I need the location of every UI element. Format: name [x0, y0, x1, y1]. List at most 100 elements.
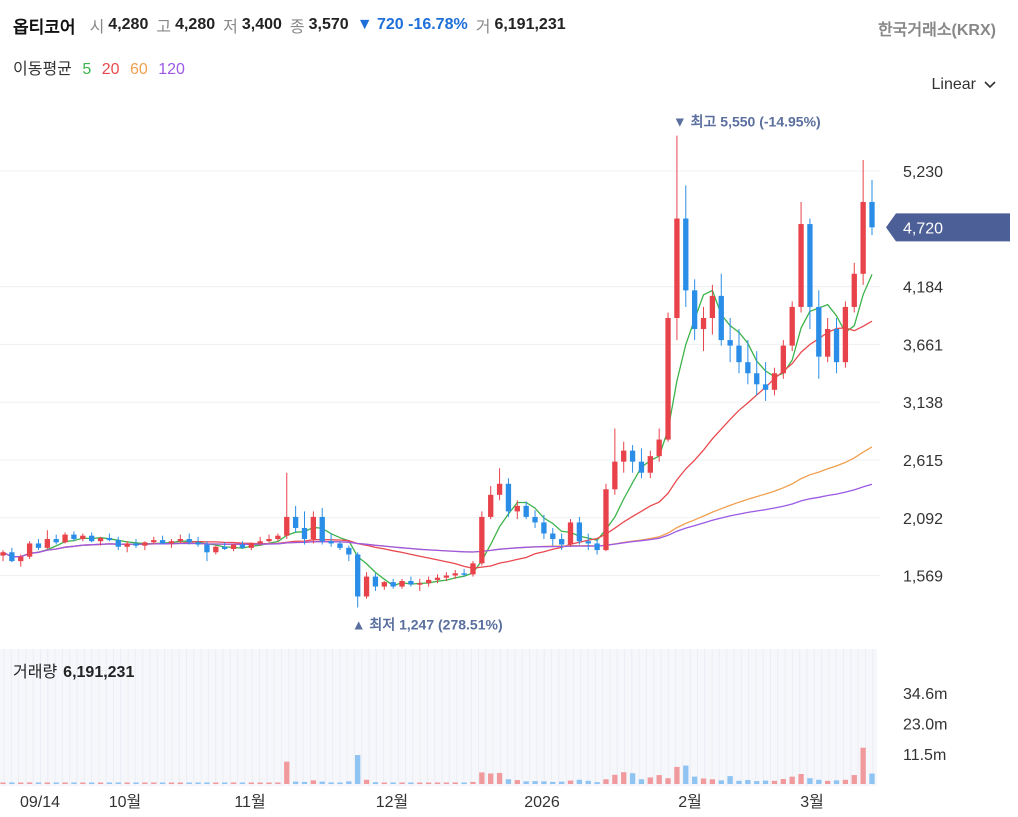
volume-bar: [44, 782, 50, 784]
scale-value: Linear: [931, 76, 976, 93]
volume-label: 거: [475, 19, 491, 36]
candle: [425, 576, 432, 587]
candle: [230, 543, 237, 552]
current-price-label: 4,720: [903, 220, 943, 237]
candle: [762, 362, 769, 401]
candle: [514, 500, 520, 520]
volume-header-value: 6,191,231: [63, 664, 135, 681]
candle: [124, 541, 130, 553]
volume-bar: [594, 782, 600, 784]
candle: [328, 533, 334, 547]
volume-bar: [558, 781, 565, 784]
candle: [0, 550, 6, 562]
volume-bar: [736, 780, 742, 784]
volume-bar: [213, 782, 219, 784]
volume-bar: [195, 782, 201, 784]
current-price-tag: 4,720: [886, 213, 1010, 242]
volume-bar: [151, 782, 157, 784]
candlestick-series: [0, 135, 875, 608]
candle: [709, 284, 716, 335]
volume-bar: [204, 782, 210, 784]
candle: [461, 568, 467, 577]
volume-bar: [461, 782, 467, 784]
volume-bar: [417, 782, 423, 784]
price-axis: 5,230 4,184 3,661 3,138 2,615 2,092 1,569: [903, 164, 943, 586]
volume-bar: [665, 778, 671, 784]
candle: [177, 534, 184, 544]
candle: [629, 445, 636, 473]
moving-average-label: 이동평균: [13, 61, 72, 78]
scale-dropdown[interactable]: Linear: [932, 76, 996, 94]
candle: [488, 485, 494, 520]
candle: [71, 531, 77, 542]
volume-bar: [629, 773, 636, 784]
candle: [301, 511, 308, 545]
ma-120-line: [2, 483, 873, 558]
volume-bar: [789, 776, 795, 784]
candle: [159, 535, 166, 545]
moving-average-legend: 이동평균 5 20 60 120: [13, 55, 185, 79]
volume-bar: [452, 782, 458, 784]
change-value: ▼ 720 -16.78%: [356, 16, 468, 33]
time-tick-label: 09/14: [20, 794, 60, 811]
candle: [266, 534, 272, 543]
candle: [292, 505, 299, 533]
candle: [718, 273, 724, 346]
volume-bar: [833, 780, 840, 784]
candle: [248, 542, 254, 551]
volume-bar: [284, 761, 290, 784]
candle: [53, 534, 59, 545]
ma-5-label[interactable]: 5: [82, 61, 92, 78]
volume-bar: [762, 780, 769, 784]
ma-20-label[interactable]: 20: [101, 61, 120, 78]
candle: [780, 340, 786, 379]
volume-bar: [80, 782, 86, 784]
candle: [479, 511, 485, 566]
candle: [612, 428, 618, 495]
candle: [257, 536, 263, 546]
ma-120-label[interactable]: 120: [158, 61, 185, 78]
candle: [727, 317, 733, 363]
price-tick-label: 4,184: [903, 280, 943, 297]
volume-bar: [266, 782, 272, 784]
volume-bar: [585, 780, 591, 784]
time-tick-label: 3월: [800, 793, 824, 811]
candle: [860, 159, 866, 285]
candle: [275, 533, 281, 542]
candle: [603, 483, 609, 552]
volume-bar: [35, 782, 42, 784]
candle: [736, 329, 742, 374]
candle: [363, 572, 370, 599]
candle: [700, 306, 707, 352]
candle: [337, 541, 343, 551]
volume-bar: [275, 782, 281, 784]
candle: [798, 201, 804, 313]
volume-bar: [337, 782, 343, 784]
candle: [665, 312, 671, 442]
candle: [550, 527, 556, 546]
candle: [833, 317, 840, 374]
volume-bar: [656, 775, 662, 784]
volume-bar: [514, 780, 520, 784]
candle: [222, 542, 228, 551]
candle: [585, 533, 591, 551]
ma-60-label[interactable]: 60: [129, 61, 148, 78]
volume-bar: [363, 779, 370, 784]
candle: [647, 450, 653, 479]
candle: [213, 545, 219, 555]
price-tick-label: 2,092: [903, 511, 943, 528]
volume-bar: [381, 782, 387, 784]
candle: [319, 508, 325, 545]
volume-bar: [133, 782, 139, 784]
volume-bar: [860, 747, 866, 784]
volume-bar: [124, 782, 130, 784]
volume-bar: [372, 782, 379, 784]
volume-bar: [310, 780, 317, 784]
volume-bar: [248, 782, 254, 784]
volume-header: 거래량 6,191,231: [13, 658, 134, 682]
volume-value: 6,191,231: [494, 16, 566, 33]
volume-bar: [780, 779, 786, 784]
high-value: 4,280: [175, 16, 216, 33]
candle: [18, 554, 24, 567]
